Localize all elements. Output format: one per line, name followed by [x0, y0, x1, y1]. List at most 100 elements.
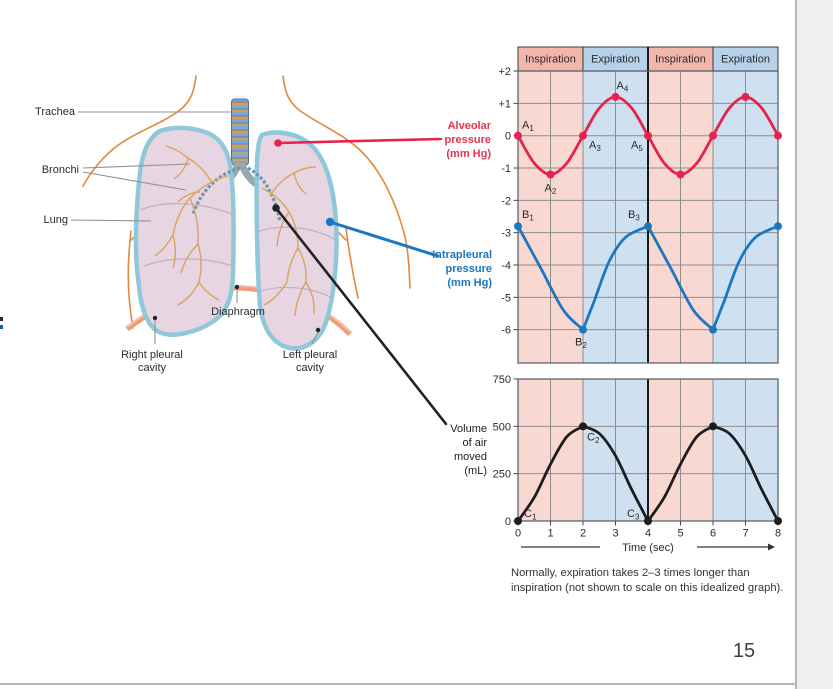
body-outline — [82, 75, 411, 329]
leader-line-left-pleural — [311, 331, 319, 345]
y-tick-label: +1 — [498, 98, 511, 110]
x-tick-label: 2 — [580, 528, 586, 540]
pointer-line-alveolar — [276, 137, 443, 145]
data-point — [774, 222, 782, 231]
point-label: B2 — [575, 337, 587, 351]
diaphragm-label: Diaphragm — [211, 306, 265, 318]
data-point — [676, 170, 685, 179]
charts-layer: Inspiration Expiration Inspiration Expirati… — [493, 46, 782, 554]
figure-caption: Normally, expiration takes 2–3 times lon… — [511, 567, 784, 594]
bronchi-label: Bronchi — [41, 164, 79, 176]
phase-header-cell — [582, 46, 649, 72]
data-point — [579, 422, 587, 431]
data-point — [514, 517, 522, 525]
label-leader-lines — [70, 111, 319, 345]
x-tick-label: 1 — [547, 528, 553, 540]
trachea-illustration — [221, 98, 259, 187]
pointer-dots — [272, 139, 335, 227]
pointer-lines — [274, 137, 448, 426]
x-tick-label: 7 — [742, 528, 748, 540]
data-point — [514, 131, 522, 140]
y-tick-label: +2 — [498, 66, 511, 78]
series: B1 B2 B3 — [514, 209, 782, 350]
alveolar-pressure-label: Alveolar pressure (mm Hg) — [444, 120, 491, 160]
data-point — [579, 325, 587, 334]
y-tick-label: -6 — [501, 325, 511, 337]
y-tick-label: -1 — [501, 163, 511, 175]
data-point — [579, 131, 587, 140]
data-point — [644, 222, 652, 231]
page-number: 15 — [732, 640, 756, 662]
phase-header-cell — [712, 46, 779, 72]
y-tick-label: 0 — [505, 131, 511, 143]
point-label: C3 — [627, 508, 640, 522]
left-lung — [247, 130, 339, 351]
pressure-chart: Inspiration Expiration Inspiration Expirati… — [498, 46, 782, 364]
phase-header-label: Inspiration — [525, 54, 576, 66]
point-label: C1 — [524, 508, 537, 522]
slide-bottom-edge — [0, 683, 795, 685]
pointer-line-intrapleural — [328, 220, 440, 258]
alveolar-dot — [274, 139, 282, 147]
y-tick-label: 250 — [493, 469, 511, 481]
data-point — [644, 517, 652, 525]
point-label: C2 — [587, 431, 600, 445]
data-point — [774, 131, 782, 140]
x-tick-label: 3 — [612, 528, 618, 540]
data-point — [709, 422, 717, 431]
y-tick-label: -3 — [501, 228, 511, 240]
left-pleural-cavity-label: Left pleural cavity — [282, 349, 338, 374]
label-leader-dots — [152, 284, 321, 333]
point-label: A5 — [631, 140, 643, 154]
point-label: A4 — [617, 80, 629, 94]
leader-line-lung — [70, 219, 152, 222]
data-point — [709, 131, 717, 140]
x-tick-label: 0 — [515, 528, 521, 540]
volume-of-air-label: Volume of air moved (mL) — [450, 423, 487, 477]
right-lung — [133, 125, 241, 337]
series: C1 C2 C3 — [514, 422, 782, 525]
x-axis-title: Time (sec) — [622, 542, 674, 554]
x-tick-label: 8 — [775, 528, 781, 540]
x-tick-label: 4 — [645, 528, 651, 540]
point-label: B1 — [522, 209, 534, 223]
point-label: A3 — [589, 140, 601, 154]
leader-line-bronchi-2 — [82, 171, 187, 191]
x-tick-label: 5 — [677, 528, 683, 540]
series: A1 A2 A3 A4 A5 — [514, 80, 782, 196]
phase-header-cell — [517, 46, 584, 72]
trachea-label: Trachea — [35, 106, 75, 118]
y-tick-label: 0 — [505, 516, 511, 528]
y-tick-label: -4 — [501, 260, 511, 272]
lung-label: Lung — [43, 214, 68, 226]
data-point — [611, 92, 620, 101]
right-gutter-panel — [795, 0, 833, 689]
phase-header-label: Inspiration — [655, 54, 706, 66]
data-point — [709, 325, 717, 334]
data-point — [546, 170, 555, 179]
volume-chart: 750 500 250 00 1 2 3 4 5 6 7 8 Time (sec) C1 C2 C3 — [493, 374, 782, 554]
intrapleural-pressure-label: Intrapleural pressure (mm Hg) — [432, 249, 492, 289]
intrapleural-dot — [325, 217, 335, 227]
right-pleural-cavity-label: Right pleural cavity — [121, 349, 183, 374]
data-point — [774, 517, 782, 525]
y-tick-label: -5 — [501, 292, 511, 304]
x-tick-label: 6 — [710, 528, 716, 540]
point-label: A2 — [545, 182, 557, 196]
volume-dot — [272, 204, 280, 212]
point-label: A1 — [522, 120, 534, 134]
pointer-line-volume — [274, 206, 448, 426]
point-label: B3 — [628, 209, 640, 223]
clipped-bullet-fragment — [0, 325, 3, 329]
phase-header-label: Expiration — [591, 54, 640, 66]
data-point — [741, 92, 750, 101]
data-point — [644, 131, 652, 140]
phase-header-label: Expiration — [721, 54, 770, 66]
y-tick-label: -2 — [501, 195, 511, 207]
leader-line-bronchi-1 — [82, 163, 191, 169]
data-point — [514, 222, 522, 231]
y-tick-label: 750 — [493, 374, 511, 386]
clipped-bullet-fragment — [0, 317, 3, 321]
